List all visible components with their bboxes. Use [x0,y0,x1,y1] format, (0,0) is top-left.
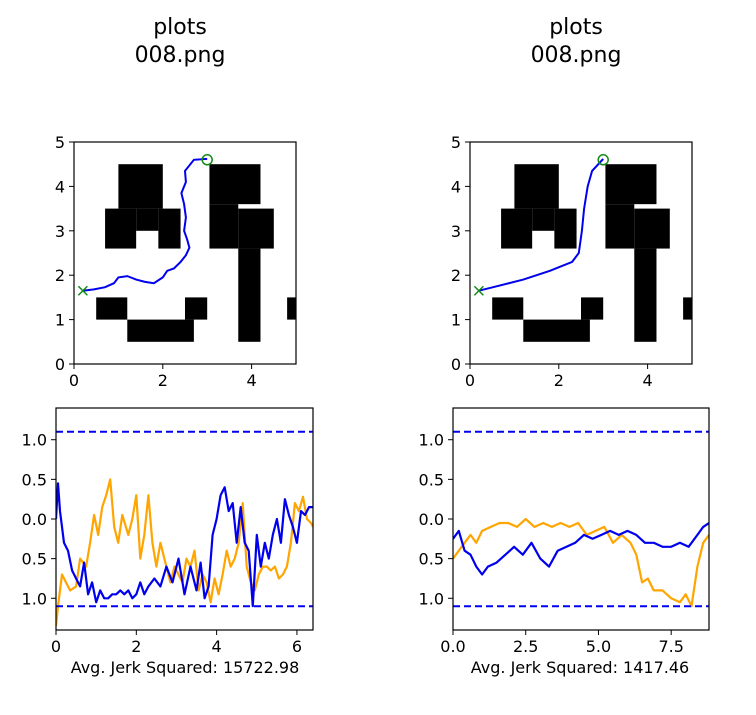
y-tick-label: 1.0 [22,431,47,450]
goal-marker [597,154,609,166]
y-tick-label: 2 [451,266,461,285]
y-tick-label: 2 [55,266,65,285]
series-line-blue [56,482,313,608]
x-tick-label: 5.0 [586,637,611,656]
y-tick-label: 0.0 [22,510,47,529]
jerk-caption-2: Avg. Jerk Squared: 1417.46 [471,658,689,677]
obstacle-block [523,319,590,342]
x-tick-label: 6 [292,637,302,656]
obstacle-block [127,319,194,342]
map-1-title-line-2: 008.png [135,43,226,68]
y-tick-label: 1 [451,311,461,330]
jerk-plot-panel-2: 0.0 2.5 5.0 7.5 1.0 0.5 0.0 0.5 1.0 [419,407,710,656]
obstacle-block [287,297,296,320]
y-tick-label: 1.0 [419,431,444,450]
map-2-title-line-1: plots [549,15,603,40]
y-tick-label: 3 [451,222,461,241]
x-tick-label: 2.5 [513,637,538,656]
y-tick-label: 4 [55,177,65,196]
obstacle-block [209,204,239,249]
x-tick-label: 0 [69,371,79,390]
goal-marker [201,154,213,166]
obstacle-block [185,297,208,320]
x-tick-label: 0 [465,371,475,390]
y-tick-label: 0.5 [419,550,444,569]
obstacle-block [683,297,692,320]
y-tick-label: 0.5 [22,470,47,489]
map-1-title-line-1: plots [153,15,207,40]
jerk-plot-panel-1: 0 2 4 6 1.0 0.5 0.0 0.5 1.0 [22,407,314,656]
obstacle-block [581,297,604,320]
y-tick-label: 5 [451,133,461,152]
y-tick-label: 4 [451,177,461,196]
start-marker [77,285,88,296]
x-tick-label: 4 [643,371,653,390]
map-2-title-line-2: 008.png [531,43,622,68]
trajectory-path [478,158,604,292]
axes-frame [469,141,693,365]
start-marker [473,285,484,296]
x-tick-label: 0 [51,637,61,656]
y-tick-label: 1 [55,311,65,330]
obstacle-block [118,164,163,209]
plot-area [453,430,709,608]
jerk-caption-1: Avg. Jerk Squared: 15722.98 [71,658,300,677]
obstacle-block [554,208,577,249]
x-tick-label: 4 [212,637,222,656]
y-tick-label: 0.5 [22,550,47,569]
obstacle-block [532,208,555,231]
plot-area [56,430,313,627]
obstacle-block [158,208,181,249]
obstacle-block [634,248,657,342]
y-tick-label: 5 [55,133,65,152]
axes-frame [73,141,297,365]
x-tick-label: 2 [158,371,168,390]
x-tick-label: 2 [131,637,141,656]
trajectory-path [82,157,208,292]
series-line-orange [56,478,313,627]
y-tick-label: 0 [55,355,65,374]
y-tick-label: 0.0 [419,510,444,529]
obstacle-block [105,208,137,249]
map-panel-2: 0 2 4 0 1 2 3 4 5 [451,133,693,390]
obstacle-block [238,208,274,249]
series-line-blue [453,522,709,576]
y-tick-label: 0 [451,355,461,374]
obstacle-block [634,208,670,249]
obstacle-block [136,208,159,231]
x-tick-label: 0.0 [440,637,465,656]
y-tick-label: 1.0 [22,589,47,608]
map-panel-1: 0 2 4 0 1 2 3 4 5 [55,133,297,390]
obstacle-block [209,164,261,205]
obstacle-block [238,248,261,342]
y-tick-label: 0.5 [419,470,444,489]
x-tick-label: 4 [247,371,257,390]
y-tick-label: 1.0 [419,589,444,608]
obstacle-block [96,297,128,320]
obstacle-block [605,164,657,205]
x-tick-label: 7.5 [658,637,683,656]
y-tick-label: 3 [55,222,65,241]
x-tick-label: 2 [554,371,564,390]
obstacle-block [492,297,524,320]
series-line-orange [453,517,709,608]
obstacle-block [514,164,559,209]
obstacle-block [605,204,635,249]
obstacle-block [501,208,533,249]
